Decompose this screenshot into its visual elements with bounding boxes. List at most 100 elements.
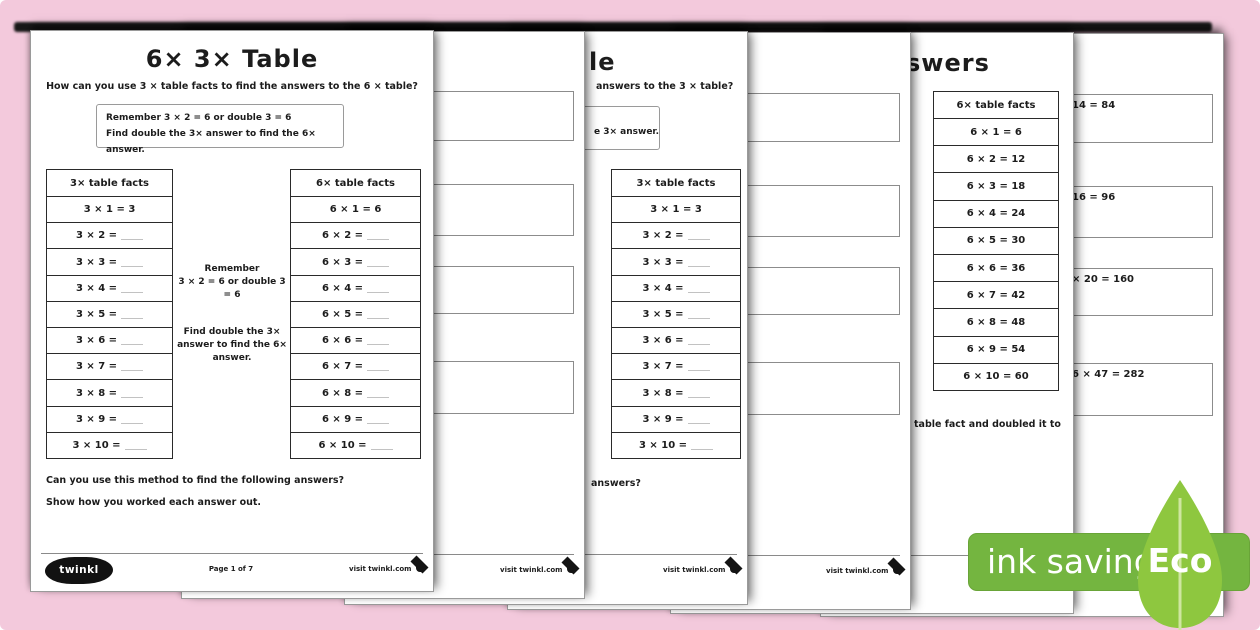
answer-blank [121, 317, 144, 319]
table-row: 6 × 7 = [291, 353, 420, 379]
table-row: 6 × 9 = [291, 405, 420, 432]
page-title-fragment: le [589, 48, 616, 76]
table-row: 6 × 7 = 42 [934, 281, 1058, 308]
stack-top-shadow [14, 22, 1212, 32]
table-row: 3 × 3 = [612, 248, 740, 274]
table-row: 3 × 4 = [47, 274, 172, 301]
answer-blank [367, 265, 390, 267]
remember-line: Find double the 3× answer to find the 6×… [106, 129, 316, 155]
table-row: 3 × 10 = [47, 431, 172, 458]
table-row: 3 × 6 = [47, 327, 172, 353]
table-row: 3 × 3 = [47, 248, 172, 274]
table-header: 6× table facts [956, 99, 1036, 111]
table-row: 6 × 2 = 12 [934, 145, 1058, 172]
table-row: 3 × 9 = [47, 405, 172, 432]
answer-blank [687, 344, 710, 346]
graduation-cap-icon [723, 554, 745, 576]
table-header: 3× table facts [636, 177, 716, 189]
answer-blank [687, 265, 710, 267]
footer-visit-link: visit twinkl.com [500, 566, 563, 574]
table-row: 6 × 8 = 48 [934, 308, 1058, 335]
graduation-cap-icon [409, 553, 431, 575]
answer-blank [367, 370, 390, 372]
answer-blank [124, 448, 147, 450]
table-row: 3 × 6 = [612, 327, 740, 353]
table-row: 3 × 8 = [47, 379, 172, 405]
note-title: Remember [204, 264, 260, 274]
ink-saving-label: ink saving [987, 542, 1155, 581]
eco-leaf-icon [1138, 480, 1222, 630]
answer-blank [367, 344, 390, 346]
answer-fragment: × 20 = 160 [1072, 274, 1134, 285]
table-row: 3 × 5 = [612, 300, 740, 327]
answer-blank [121, 291, 144, 293]
remember-box-fragment: e 3× answer. [594, 127, 660, 137]
table-row: 3 × 5 = [47, 300, 172, 327]
table-row: 6 × 4 = [291, 274, 420, 301]
subtitle-fragment: answers to the 3 × table? [596, 81, 734, 92]
answer-fragment: 16 = 96 [1072, 192, 1116, 203]
remember-box: Remember 3 × 2 = 6 or double 3 = 6 Find … [96, 104, 344, 155]
table-row: 6 × 2 = [291, 222, 420, 248]
table-row: 3 × 9 = [612, 405, 740, 432]
answer-blank [370, 448, 393, 450]
answer-blank [687, 291, 710, 293]
graduation-cap-icon [886, 555, 908, 577]
footer-visit-link: visit twinkl.com [349, 565, 412, 573]
answer-blank [687, 422, 710, 424]
answer-blank [367, 422, 390, 424]
table-row: 6 × 6 = [291, 327, 420, 353]
answer-blank [367, 291, 390, 293]
table-row: 6 × 1 = 6 [291, 196, 420, 222]
page-title-fragment: swers [906, 49, 990, 77]
eco-label: Eco [1147, 541, 1213, 580]
page-title: 6× 3× Table [145, 45, 319, 73]
table-row: 3 × 2 = [612, 222, 740, 248]
answer-fragment: 14 = 84 [1072, 100, 1116, 111]
table-row: 6 × 6 = 36 [934, 254, 1058, 281]
answer-blank [687, 396, 710, 398]
table-row: 3 × 10 = [612, 431, 740, 458]
answer-blank [687, 370, 710, 372]
table-row: 6 × 10 = [291, 431, 420, 458]
table-row: 3 × 8 = [612, 379, 740, 405]
table-row: 6 × 5 = [291, 300, 420, 327]
page-subtitle: How can you use 3 × table facts to find … [46, 81, 418, 92]
table-row: 6 × 10 = 60 [934, 362, 1058, 390]
graduation-cap-icon [560, 554, 582, 576]
table-row: 3 × 1 = 3 [612, 196, 740, 222]
table-row: 3 × 7 = [612, 353, 740, 379]
answer-blank [367, 317, 390, 319]
answer-blank [121, 396, 144, 398]
table-row: 3 × 4 = [612, 274, 740, 301]
footer-visit-link: visit twinkl.com [663, 566, 726, 574]
table-header: 6× table facts [316, 177, 395, 189]
answer-blank [121, 239, 144, 241]
table-row: 6 × 3 = [291, 248, 420, 274]
question-text: Show how you worked each answer out. [46, 497, 262, 508]
answer-blank [687, 317, 710, 319]
explanation-fragment: table fact and doubled it to [914, 419, 1061, 430]
table-row: 6 × 5 = 30 [934, 226, 1058, 254]
answer-blank [691, 448, 714, 450]
twinkl-logo: twinkl [45, 557, 113, 584]
table-row: 3 × 2 = [47, 222, 172, 248]
table-row: 3 × 1 = 3 [47, 196, 172, 222]
middle-note: Remember 3 × 2 = 6 or double 3 = 6 Find … [176, 263, 288, 365]
table-row: 3 × 7 = [47, 353, 172, 379]
table-row: 6 × 4 = 24 [934, 199, 1058, 227]
table-row: 6 × 8 = [291, 379, 420, 405]
answer-blank [367, 396, 390, 398]
sheet-six-times-table: 6× 3× Table How can you use 3 × table fa… [30, 30, 434, 592]
table-row: 6 × 3 = 18 [934, 172, 1058, 199]
answer-fragment: 6 × 47 = 282 [1072, 369, 1145, 380]
footer-divider [41, 553, 423, 554]
answer-blank [367, 239, 390, 241]
answer-blank [121, 370, 144, 372]
note-line: 3 × 2 = 6 or double 3 = 6 [178, 277, 286, 300]
footer-visit-link: visit twinkl.com [826, 567, 889, 575]
question-text: Can you use this method to find the foll… [46, 475, 345, 486]
